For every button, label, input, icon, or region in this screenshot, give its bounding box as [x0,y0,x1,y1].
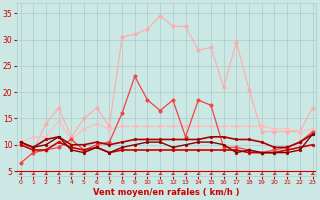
X-axis label: Vent moyen/en rafales ( km/h ): Vent moyen/en rafales ( km/h ) [93,188,240,197]
